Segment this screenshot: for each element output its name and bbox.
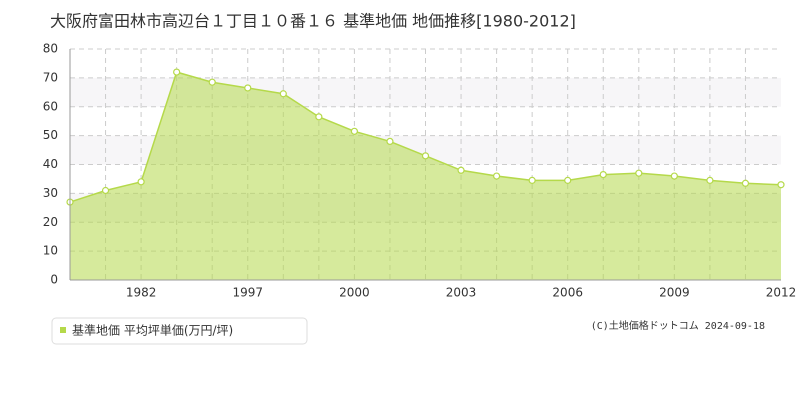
point bbox=[315, 113, 323, 121]
point bbox=[457, 166, 465, 174]
x-tick-label: 2009 bbox=[659, 286, 690, 300]
y-tick-label: 50 bbox=[43, 128, 58, 142]
x-tick-label: 2000 bbox=[339, 286, 370, 300]
point bbox=[493, 172, 501, 180]
chart-title: 大阪府富田林市高辺台１丁目１０番１６ 基準地価 地価推移[1980-2012] bbox=[50, 12, 576, 31]
point bbox=[706, 176, 714, 184]
y-tick-label: 20 bbox=[43, 215, 58, 229]
point bbox=[635, 169, 643, 177]
x-tick-label: 1982 bbox=[126, 286, 157, 300]
point bbox=[279, 90, 287, 98]
y-tick-label: 60 bbox=[43, 99, 58, 113]
point bbox=[741, 179, 750, 187]
y-tick-label: 0 bbox=[50, 273, 58, 287]
legend-label: 基準地価 平均坪単価(万円/坪) bbox=[72, 323, 233, 338]
point bbox=[777, 181, 785, 189]
point bbox=[386, 137, 394, 145]
point bbox=[350, 127, 358, 135]
y-tick-label: 80 bbox=[43, 42, 58, 56]
point bbox=[137, 178, 145, 186]
point bbox=[101, 186, 110, 195]
y-tick-label: 70 bbox=[43, 70, 58, 84]
point bbox=[670, 172, 678, 180]
point bbox=[528, 176, 536, 184]
x-tick-label: 2012 bbox=[766, 286, 797, 300]
legend-swatch bbox=[60, 327, 66, 333]
y-tick-label: 30 bbox=[43, 186, 58, 200]
copyright: (C)土地価格ドットコム 2024-09-18 bbox=[591, 319, 765, 332]
legend-box bbox=[51, 317, 308, 345]
point bbox=[173, 68, 181, 76]
point bbox=[564, 176, 572, 184]
point bbox=[599, 171, 607, 179]
x-tick-label: 1997 bbox=[232, 286, 263, 300]
point bbox=[421, 152, 430, 160]
y-tick-label: 10 bbox=[43, 244, 58, 258]
area bbox=[70, 72, 781, 280]
point bbox=[208, 78, 216, 86]
x-tick-label: 2006 bbox=[552, 286, 583, 300]
y-tick-label: 40 bbox=[43, 157, 58, 171]
point bbox=[244, 84, 252, 92]
x-tick-label: 2003 bbox=[446, 286, 477, 300]
